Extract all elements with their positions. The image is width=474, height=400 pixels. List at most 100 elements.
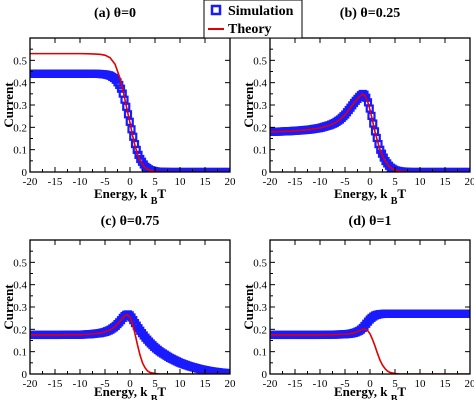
panel-d-ytick-label: 0.5 — [253, 257, 267, 269]
panel-d-xtick-label: 20 — [465, 378, 474, 390]
panel-b-xtick-label: 0 — [367, 176, 373, 188]
panel-c-xtick-label: 10 — [175, 378, 187, 390]
panel-a-ytick-label: 0 — [22, 167, 28, 179]
panel-a-xtick-label: 20 — [225, 176, 237, 188]
panel-c-frame — [29, 239, 231, 375]
panel-c-theory-line — [30, 313, 230, 374]
panel-c-ylabel: Current — [1, 284, 16, 330]
panel-b-ytick-label: 0.4 — [253, 78, 267, 90]
panel-c-ytick-label: 0.4 — [13, 280, 27, 292]
legend-simulation-marker — [210, 4, 222, 16]
panel-b-xtick-label: 15 — [440, 176, 452, 188]
panel-b-xtick-label: 10 — [415, 176, 427, 188]
panel-c-simulation-series — [30, 310, 230, 374]
panel-a-ytick-label: 0.4 — [13, 78, 27, 90]
panel-c-xlabel-text: Energy, k — [94, 384, 148, 399]
panel-a-xtick-label: -10 — [73, 176, 88, 188]
panel-a-plot-area — [30, 52, 230, 172]
panel-a-xtick-label: 15 — [200, 176, 212, 188]
panel-a-xtick-label: 10 — [175, 176, 187, 188]
panel-a-title: (a) θ=0 — [94, 6, 136, 21]
panel-d-ylabel: Current — [241, 284, 256, 330]
panel-a-xlabel-tail: T — [157, 186, 166, 201]
panel-c-plot-area — [30, 310, 230, 374]
panel-b-plot-area — [270, 89, 470, 172]
panel-b-xtick-label: -5 — [340, 176, 350, 188]
panel-c-ytick-label: 0 — [22, 369, 28, 381]
panel-c-xtick-label: -5 — [100, 378, 110, 390]
panel-d-xtick-label: 15 — [440, 378, 452, 390]
panel-d-xtick-label: 5 — [392, 378, 398, 390]
panel-b-xlabel-subscript: B — [391, 196, 398, 207]
panel-a: (a) θ=0 Current Energy, k BT -20 -15 -10 -5… — [1, 6, 236, 207]
panel-d-ytick-label: 0.4 — [253, 280, 267, 292]
panel-b-xtick-label: -10 — [313, 176, 328, 188]
panel-d-xlabel-text: Energy, k — [334, 384, 388, 399]
panel-c-ytick-label: 0.5 — [13, 257, 27, 269]
panel-a-ylabel: Current — [1, 82, 16, 128]
panel-d-theory-line — [270, 328, 470, 374]
panel-a-xlabel: Energy, k BT — [94, 186, 166, 207]
panel-c-xtick-label: 15 — [200, 378, 212, 390]
panel-a-ytick-label: 0.1 — [13, 145, 27, 157]
panel-d-xtick-label: 0 — [367, 378, 373, 390]
legend: Simulation Theory — [203, 0, 303, 39]
panel-c: (c) θ=0.75 Current Energy, k BT -20 -15 -1… — [1, 214, 236, 400]
panel-a-xtick-label: -5 — [100, 176, 110, 188]
panel-c-xtick-label: 0 — [127, 378, 133, 390]
panel-c-ytick-label: 0.3 — [13, 302, 27, 314]
legend-theory-label: Theory — [228, 22, 272, 37]
panel-c-xtick-label: -15 — [48, 378, 63, 390]
panel-a-xtick-label: -15 — [48, 176, 63, 188]
panel-d-ytick-label: 0 — [262, 369, 268, 381]
panel-d-xlabel-subscript: B — [391, 394, 398, 400]
panel-d-xtick-label: -5 — [340, 378, 350, 390]
panel-d-xtick-label: -20 — [263, 378, 278, 390]
panel-d-frame — [269, 239, 471, 375]
panel-d-title: (d) θ=1 — [349, 214, 392, 229]
panel-d-xlabel: Energy, k BT — [334, 384, 406, 400]
panel-c-xlabel: Energy, k BT — [94, 384, 166, 400]
panel-b-xlabel-text: Energy, k — [334, 186, 388, 201]
panel-c-xtick-label: 20 — [225, 378, 237, 390]
panel-b-xtick-label: -15 — [288, 176, 303, 188]
panel-b-simulation-series — [270, 89, 470, 172]
panel-d: (d) θ=1 Current Energy, k BT -20 -15 -10 -5… — [241, 214, 474, 400]
panel-a-xtick-label: 5 — [152, 176, 158, 188]
panel-c-ytick-label: 0.2 — [13, 324, 27, 336]
panel-b-ytick-label: 0.2 — [253, 122, 267, 134]
panel-a-ytick-label: 0.5 — [13, 55, 27, 67]
panel-d-ytick-label: 0.3 — [253, 302, 267, 314]
panel-c-title: (c) θ=0.75 — [101, 214, 160, 229]
panel-a-ytick-label: 0.2 — [13, 122, 27, 134]
panel-b-ytick-label: 0 — [262, 167, 268, 179]
panel-b-ytick-label: 0.5 — [253, 55, 267, 67]
panel-b-ylabel: Current — [241, 82, 256, 128]
panel-a-theory-line — [30, 52, 230, 172]
panel-c-xlabel-subscript: B — [151, 394, 158, 400]
panel-d-xtick-label: 10 — [415, 378, 427, 390]
panel-d-xlabel-tail: T — [397, 384, 406, 399]
panel-a-ytick-label: 0.3 — [13, 100, 27, 112]
panel-a-simulation-series — [30, 69, 230, 172]
panel-c-xtick-label: -10 — [73, 378, 88, 390]
panel-d-ytick-label: 0.1 — [253, 347, 267, 359]
panel-c-xtick-label: 5 — [152, 378, 158, 390]
panel-a-xtick-label: 0 — [127, 176, 133, 188]
legend-simulation-label: Simulation — [228, 4, 294, 19]
panel-d-ytick-label: 0.2 — [253, 324, 267, 336]
panel-b: (b) θ=0.25 Current Energy, k BT -20 -15 -1… — [241, 6, 474, 207]
panel-c-xlabel-tail: T — [157, 384, 166, 399]
panel-b-title: (b) θ=0.25 — [340, 6, 400, 21]
panel-d-xtick-label: -10 — [313, 378, 328, 390]
panel-b-theory-line — [270, 93, 470, 172]
panel-a-xlabel-subscript: B — [151, 196, 158, 207]
panel-c-ytick-label: 0.1 — [13, 347, 27, 359]
panel-d-xtick-label: -15 — [288, 378, 303, 390]
panel-a-xtick-label: -20 — [23, 176, 38, 188]
panel-b-ytick-label: 0.3 — [253, 100, 267, 112]
panel-c-xtick-label: -20 — [23, 378, 38, 390]
panel-b-xlabel: Energy, k BT — [334, 186, 406, 207]
panel-d-plot-area — [270, 309, 470, 374]
